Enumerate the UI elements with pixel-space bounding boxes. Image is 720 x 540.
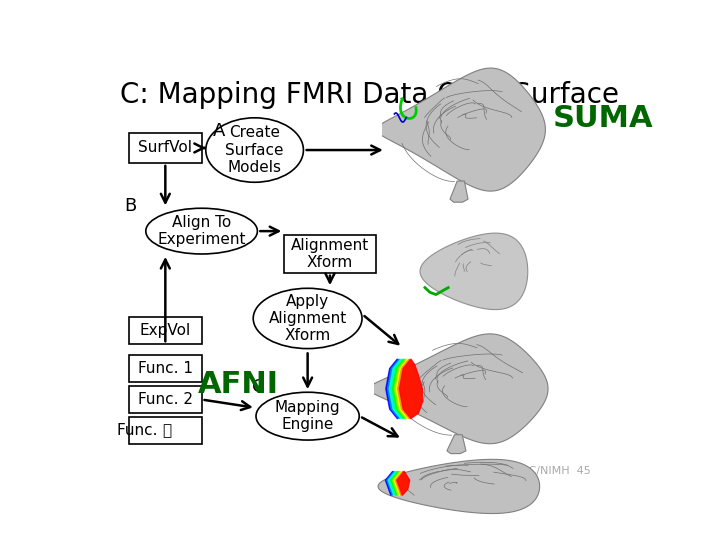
Ellipse shape <box>253 288 362 349</box>
FancyBboxPatch shape <box>129 386 202 413</box>
Polygon shape <box>450 181 468 202</box>
Polygon shape <box>390 359 412 418</box>
Polygon shape <box>396 359 419 418</box>
Text: AFNI: AFNI <box>198 370 279 400</box>
Text: C: Mapping FMRI Data Onto Surface: C: Mapping FMRI Data Onto Surface <box>120 82 618 110</box>
Polygon shape <box>392 471 405 495</box>
Ellipse shape <box>206 118 303 183</box>
Polygon shape <box>394 471 407 495</box>
Polygon shape <box>387 359 410 418</box>
Polygon shape <box>391 359 414 418</box>
Polygon shape <box>385 471 398 495</box>
Text: Alignment
Xform: Alignment Xform <box>291 238 369 270</box>
Text: SSC C/NIMH  45: SSC C/NIMH 45 <box>503 467 590 476</box>
Polygon shape <box>391 471 404 495</box>
FancyBboxPatch shape <box>284 235 376 273</box>
Text: SurfVol: SurfVol <box>138 140 192 156</box>
Ellipse shape <box>145 208 258 254</box>
Polygon shape <box>390 471 402 495</box>
Text: Apply
Alignment
Xform: Apply Alignment Xform <box>269 294 347 343</box>
Polygon shape <box>387 471 400 495</box>
Polygon shape <box>369 334 548 444</box>
FancyBboxPatch shape <box>129 133 202 163</box>
Polygon shape <box>420 233 528 309</box>
Polygon shape <box>386 359 409 418</box>
FancyBboxPatch shape <box>129 355 202 382</box>
Text: Align To
Experiment: Align To Experiment <box>158 215 246 247</box>
FancyBboxPatch shape <box>129 417 202 444</box>
Polygon shape <box>447 435 466 454</box>
Text: Mapping
Engine: Mapping Engine <box>275 400 341 433</box>
Text: ExpVol: ExpVol <box>140 323 191 339</box>
Polygon shape <box>395 359 417 418</box>
Polygon shape <box>397 471 410 495</box>
FancyBboxPatch shape <box>129 318 202 345</box>
Polygon shape <box>392 359 415 418</box>
Text: Func. 2: Func. 2 <box>138 392 193 407</box>
Polygon shape <box>377 68 546 191</box>
Text: Func.: Func. <box>117 423 163 438</box>
Polygon shape <box>397 359 420 418</box>
Text: 𝑁: 𝑁 <box>163 423 171 438</box>
Text: Func. 1: Func. 1 <box>138 361 193 376</box>
Polygon shape <box>395 471 408 495</box>
Ellipse shape <box>256 392 359 440</box>
Text: B: B <box>124 197 136 215</box>
Text: A: A <box>213 123 225 140</box>
Text: Create
Surface
Models: Create Surface Models <box>225 125 284 175</box>
Polygon shape <box>388 471 401 495</box>
Text: C: C <box>252 378 265 396</box>
Text: SUMA: SUMA <box>553 104 654 133</box>
Polygon shape <box>378 460 540 514</box>
Polygon shape <box>400 359 423 418</box>
